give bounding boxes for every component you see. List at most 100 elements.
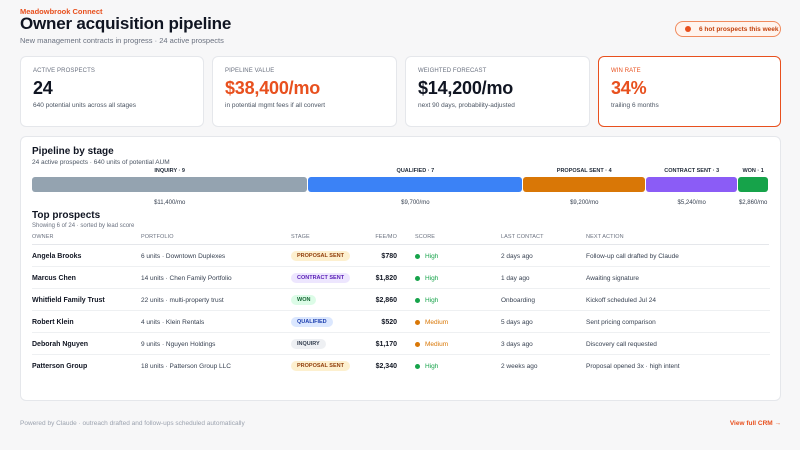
column-header-fee[interactable]: Fee/mo [375,234,397,240]
score-label: High [425,252,439,260]
table-row[interactable]: Patterson Group 18 units · Patterson Grou… [32,355,770,377]
stage-badge: Proposal sent [291,251,350,261]
next-action: Kickoff scheduled Jul 24 [586,296,656,304]
score-cell: High [415,245,495,267]
fee-amount: $2,340 [375,362,397,370]
stage-badge-cell: Proposal sent [291,245,361,267]
table-row[interactable]: Deborah Nguyen 9 units · Nguyen Holdings I… [32,333,770,355]
score-dot-icon [415,363,420,369]
page-title: Owner acquisition pipeline [20,14,232,33]
stage-fee: $9,700/mo [401,200,430,206]
score-label: Medium [425,340,449,348]
fee-amount: $2,860 [375,296,397,304]
kpi-card-weighted-forecast: Weighted forecast $14,200/mo next 90 day… [405,56,590,127]
column-header-next-action[interactable]: Next action [586,234,624,240]
kpi-sub: trailing 6 months [611,102,659,109]
kpi-label: Pipeline value [225,68,275,74]
score-dot-icon [415,253,420,259]
kpi-value: $14,200/mo [418,78,514,98]
stage-label: Won · 1 [742,168,764,174]
column-header-owner[interactable]: Owner [32,234,54,240]
column-header-last-contact[interactable]: Last contact [501,234,544,240]
kpi-sub: in potential mgmt fees if all convert [225,102,326,109]
page-subtitle: New management contracts in progress · 2… [20,36,224,45]
hot-prospects-pill[interactable]: 6 hot prospects this week [675,21,781,37]
score-label: High [425,296,439,304]
column-header-score[interactable]: Score [415,234,436,240]
prospects-subtitle: Showing 6 of 24 · sorted by lead score [32,223,135,229]
fee-amount: $520 [381,318,397,326]
score-cell: High [415,267,495,289]
kpi-label: Weighted forecast [418,68,487,74]
next-action: Sent pricing comparison [586,318,656,326]
kpi-card-win-rate: Win rate 34% trailing 6 months [598,56,781,127]
table-row[interactable]: Robert Klein 4 units · Klein Rentals Quali… [32,311,770,333]
stage-badge-cell: Qualified [291,311,361,333]
stage-fee: $11,400/mo [154,200,186,206]
score-label: Medium [425,318,449,326]
score-cell: Medium [415,333,495,355]
stage-label: Contract sent · 3 [664,168,720,174]
owner-name: Marcus Chen [32,274,76,282]
table-row[interactable]: Marcus Chen 14 units · Chen Family Portfo… [32,267,770,289]
stage-badge-cell: Won [291,289,361,311]
owner-name: Whitfield Family Trust [32,296,105,304]
stage-bar-segment[interactable] [646,177,738,192]
kpi-value: 34% [611,78,647,98]
brand-name: Meadowbrook Connect [20,7,103,16]
view-full-crm-link[interactable]: View full CRM → [729,420,781,427]
owner-name: Angela Brooks [32,252,82,260]
column-header-stage[interactable]: Stage [291,234,310,240]
portfolio: 9 units · Nguyen Holdings [141,340,216,348]
last-contact: Onboarding [501,296,535,304]
table-header-divider [32,244,769,245]
pipeline-subtitle: 24 active prospects · 640 units of poten… [32,159,170,166]
fee-amount: $1,820 [375,274,397,282]
kpi-sub: next 90 days, probability-adjusted [418,102,515,109]
column-header-portfolio[interactable]: Portfolio [141,234,174,240]
score-label: High [425,274,439,282]
prospects-title: Top prospects [32,210,101,221]
hot-prospects-label: 6 hot prospects this week [699,25,779,33]
fee-amount: $1,170 [375,340,397,348]
table-row[interactable]: Whitfield Family Trust 22 units · multi-p… [32,289,770,311]
stage-badge-cell: Inquiry [291,333,361,355]
stage-badge: Proposal sent [291,361,350,371]
kpi-sub: 640 potential units across all stages [33,102,136,109]
last-contact: 3 days ago [501,340,533,348]
stage-badge-cell: Contract sent [291,267,361,289]
next-action: Discovery call requested [586,340,657,348]
kpi-card-active-prospects: Active prospects 24 640 potential units … [20,56,204,127]
stage-fee: $2,860/mo [738,200,768,206]
next-action: Follow-up call drafted by Claude [586,252,679,260]
score-dot-icon [415,297,420,303]
stage-bar-segment[interactable] [308,177,523,192]
stage-badge: Inquiry [291,339,326,349]
hot-dot-icon [685,26,691,32]
stage-badge-cell: Proposal sent [291,355,361,377]
last-contact: 1 day ago [501,274,530,282]
kpi-label: Active prospects [33,68,95,74]
stage-label: Inquiry · 9 [154,168,185,174]
kpi-label: Win rate [611,68,641,74]
pipeline-title: Pipeline by stage [32,146,114,157]
portfolio: 4 units · Klein Rentals [141,318,205,326]
portfolio: 18 units · Patterson Group LLC [141,362,231,370]
stage-fee: $9,200/mo [570,200,599,206]
stage-bar-segment[interactable] [738,177,768,192]
fee-amount: $780 [381,252,397,260]
kpi-value: 24 [33,78,53,98]
stage-badge: Qualified [291,317,333,327]
stage-badge: Contract sent [291,273,351,283]
portfolio: 22 units · multi-property trust [141,296,224,304]
table-row[interactable]: Angela Brooks 6 units · Downtown Duplexes… [32,245,770,267]
portfolio: 14 units · Chen Family Portfolio [141,274,232,282]
stage-bar-segment[interactable] [32,177,308,192]
score-cell: High [415,355,495,377]
score-dot-icon [415,275,420,281]
last-contact: 2 weeks ago [501,362,538,370]
score-label: High [425,362,439,370]
next-action: Proposal opened 3x · high intent [586,362,680,370]
stage-bar-segment[interactable] [523,177,646,192]
last-contact: 2 days ago [501,252,533,260]
